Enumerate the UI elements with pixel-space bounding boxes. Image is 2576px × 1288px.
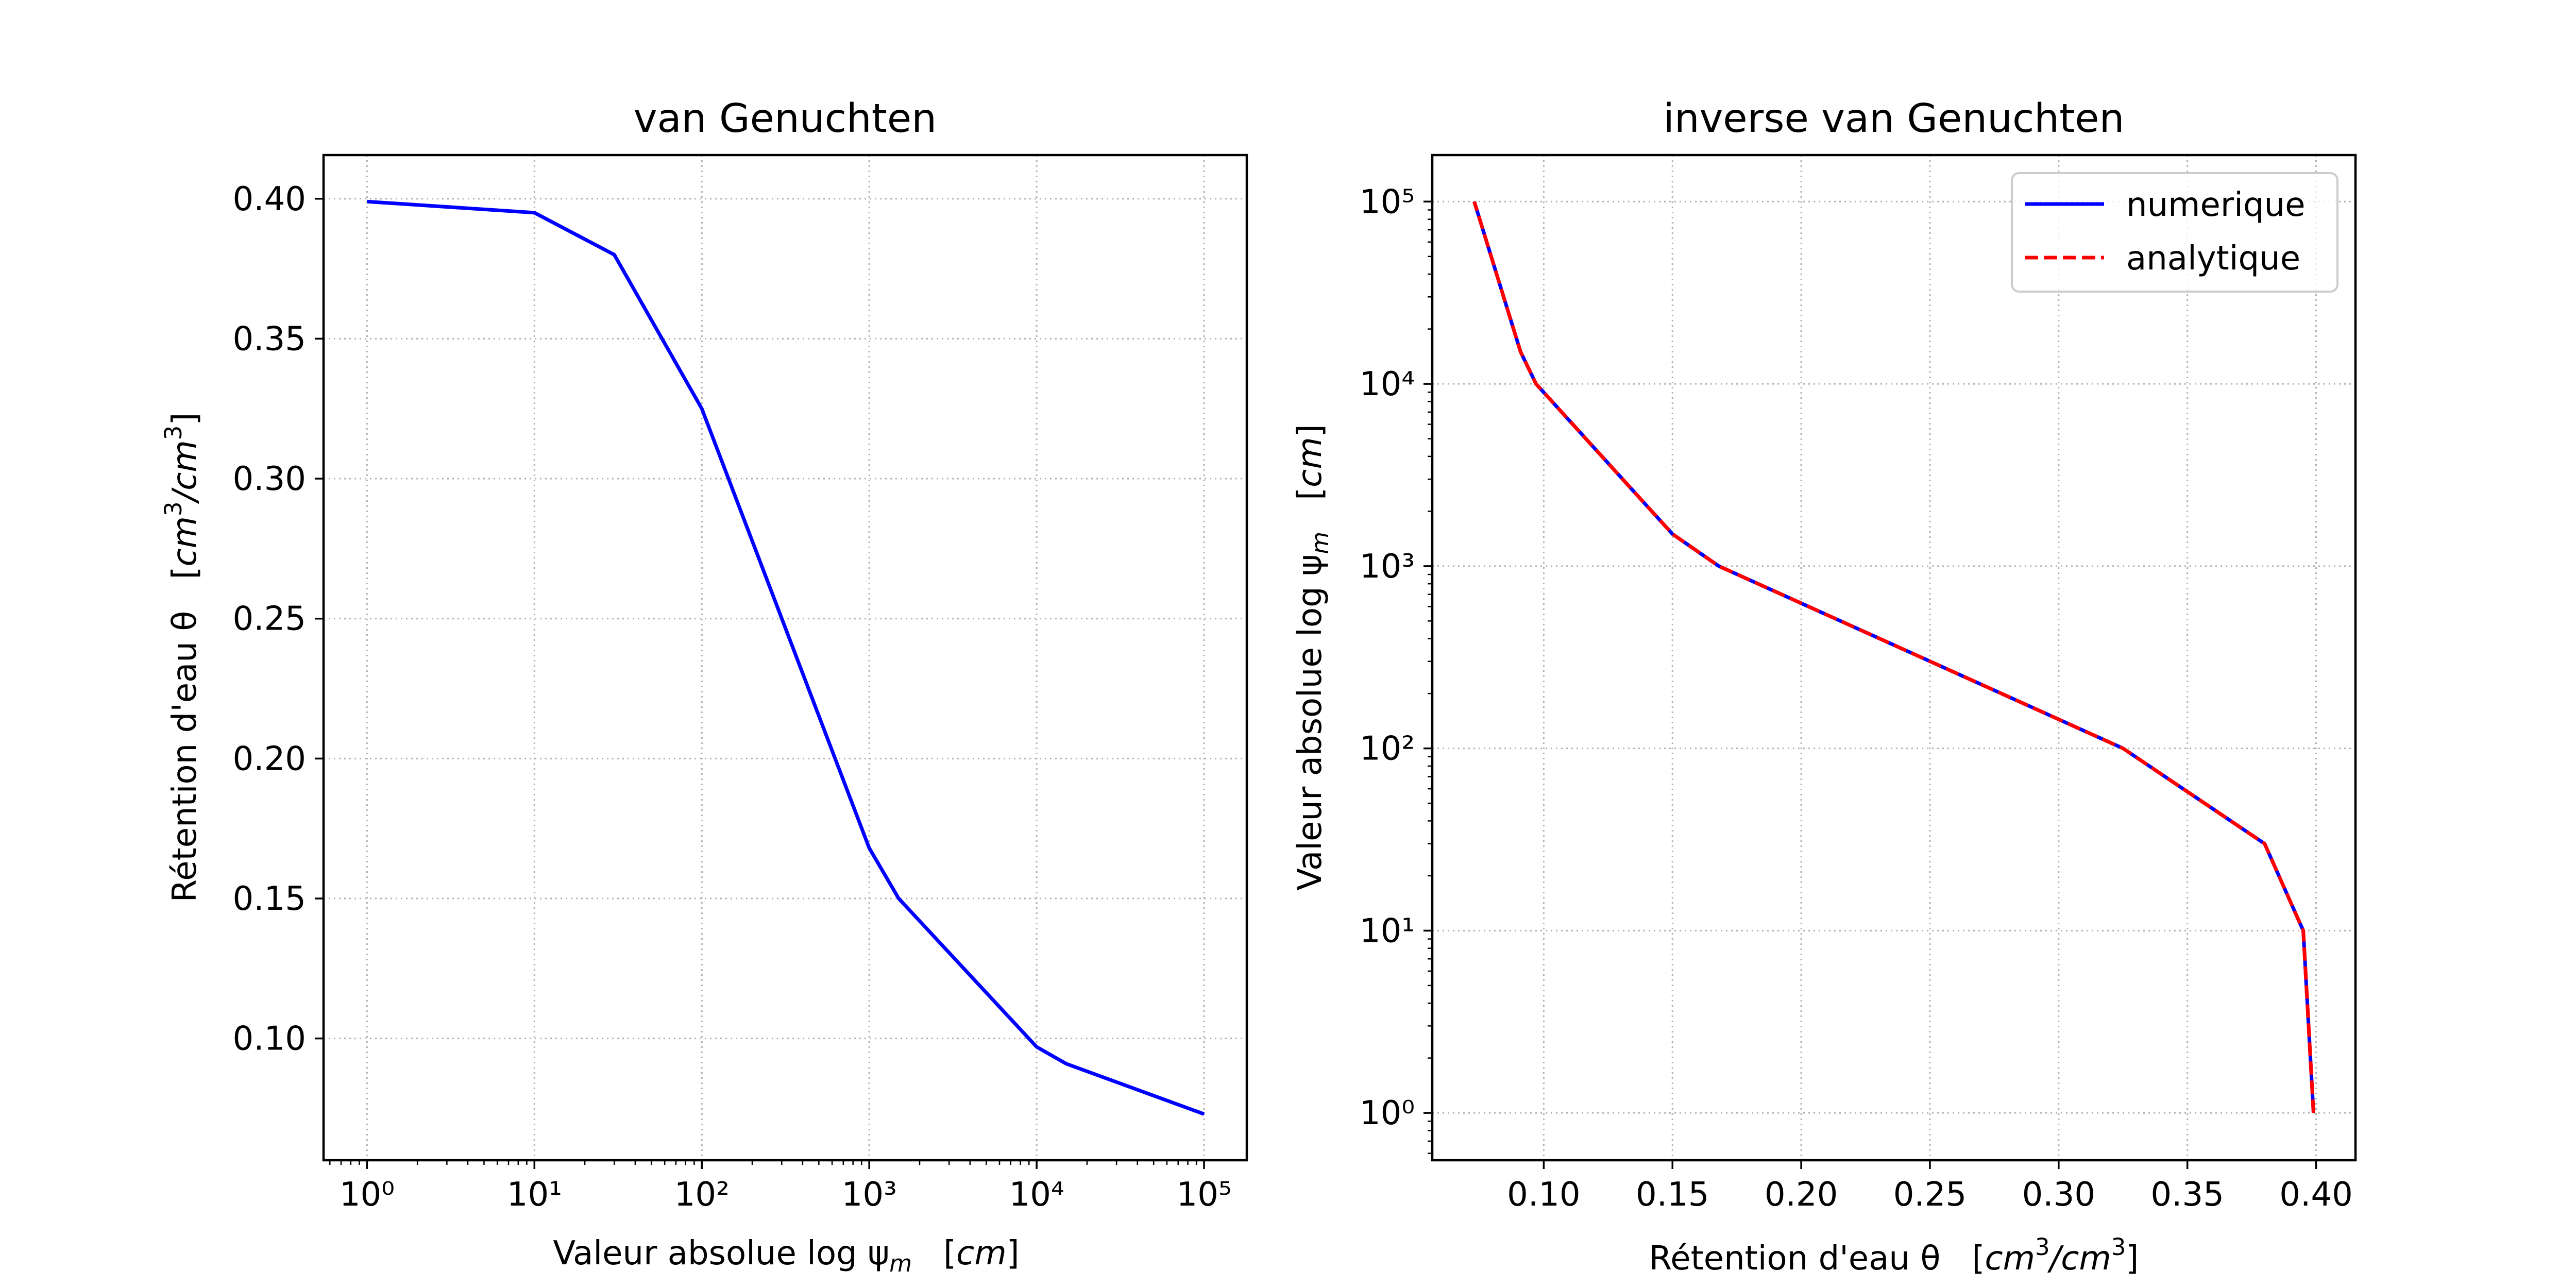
legend-label-analytique: analytique xyxy=(2126,240,2300,278)
x-tick-label: 0.35 xyxy=(2150,1176,2224,1214)
y-tick-label: 0.30 xyxy=(233,460,307,498)
y-tick-label: 10⁰ xyxy=(1360,1094,1415,1132)
left-chart: van Genuchten 10⁰ 10¹ 10² 10³ 10⁴ 10⁵ 0.10 0.15… xyxy=(160,96,1248,1277)
left-series xyxy=(367,199,1205,1116)
left-ticks: 10⁰ 10¹ 10² 10³ 10⁴ 10⁵ 0.10 0.15 0.20 0.25 0.30 0.… xyxy=(233,180,1232,1214)
y-tick-label: 0.35 xyxy=(233,320,307,358)
y-tick-label: 0.15 xyxy=(233,880,307,918)
x-tick-label: 0.25 xyxy=(1893,1176,1967,1214)
y-tick-label: 0.40 xyxy=(233,180,307,218)
x-tick-label: 0.20 xyxy=(1765,1176,1838,1214)
left-plot-frame xyxy=(322,154,1248,1162)
y-tick-label: 10⁵ xyxy=(1360,183,1415,221)
right-chart: inverse van Genuchten 0.10 0.15 0.20 0.25 0.… xyxy=(1291,96,2357,1278)
x-tick-label: 10⁵ xyxy=(1177,1176,1232,1214)
x-tick-label: 10³ xyxy=(842,1176,897,1214)
series-line xyxy=(367,199,1205,1116)
x-tick-label: 10² xyxy=(674,1176,730,1214)
x-tick-label: 0.40 xyxy=(2279,1176,2353,1214)
x-tick-label: 10⁰ xyxy=(340,1176,395,1214)
legend-label-numerique: numerique xyxy=(2126,186,2306,224)
x-tick-label: 0.30 xyxy=(2022,1176,2096,1214)
right-plot-frame xyxy=(1431,154,2357,1162)
right-x-axis-label: Rétention d'eau θ [cm3/cm3] xyxy=(1649,1233,2139,1278)
y-tick-label: 10⁴ xyxy=(1360,365,1415,403)
y-tick-label: 0.10 xyxy=(233,1020,307,1058)
x-tick-label: 0.10 xyxy=(1507,1176,1581,1214)
right-series xyxy=(1472,201,2315,1113)
y-tick-label: 10² xyxy=(1360,730,1415,768)
right-chart-title: inverse van Genuchten xyxy=(1664,96,2125,142)
y-tick-label: 10¹ xyxy=(1360,912,1415,950)
left-x-axis-label: Valeur absolue log ψm [cm] xyxy=(553,1234,1019,1277)
x-tick-label: 0.15 xyxy=(1636,1176,1709,1214)
y-tick-label: 0.25 xyxy=(233,600,307,638)
legend: numerique analytique xyxy=(2011,172,2338,293)
analytique-line xyxy=(1472,201,2315,1113)
y-tick-label: 0.20 xyxy=(233,740,307,778)
left-y-axis-label: Rétention d'eau θ [cm3/cm3] xyxy=(160,413,204,903)
y-tick-label: 10³ xyxy=(1360,548,1415,586)
x-tick-label: 10⁴ xyxy=(1009,1176,1064,1214)
x-tick-label: 10¹ xyxy=(507,1176,562,1214)
left-chart-title: van Genuchten xyxy=(634,96,937,142)
right-ticks: 0.10 0.15 0.20 0.25 0.30 0.35 0.40 10⁰ 10¹ 10² 10³… xyxy=(1360,183,2353,1214)
right-y-axis-label: Valeur absolue log ψm [cm] xyxy=(1291,424,1334,890)
